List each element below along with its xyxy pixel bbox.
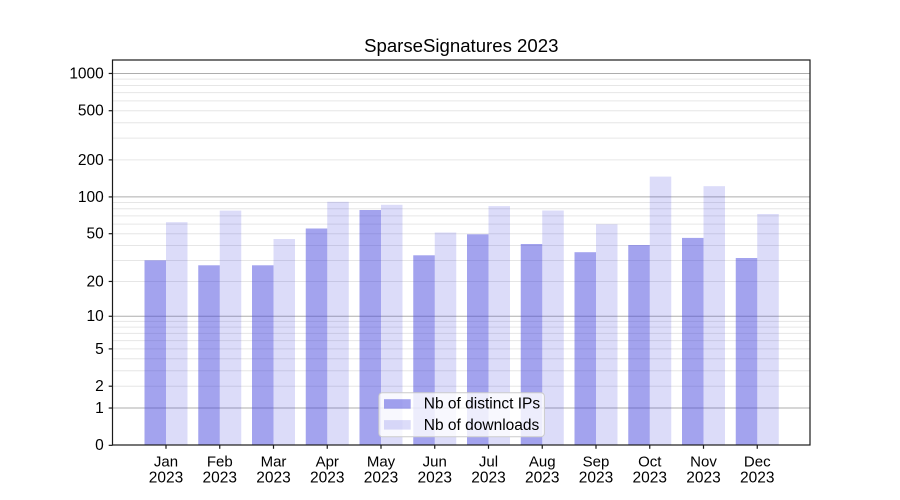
svg-text:20: 20 bbox=[87, 273, 105, 290]
svg-text:Jun: Jun bbox=[423, 454, 447, 471]
svg-text:Aug: Aug bbox=[529, 454, 556, 471]
svg-text:May: May bbox=[367, 454, 396, 471]
svg-text:2023: 2023 bbox=[740, 469, 774, 486]
svg-text:2023: 2023 bbox=[149, 469, 183, 486]
svg-text:Mar: Mar bbox=[261, 454, 287, 471]
svg-text:2023: 2023 bbox=[310, 469, 344, 486]
svg-text:Jul: Jul bbox=[479, 454, 498, 471]
svg-text:10: 10 bbox=[87, 308, 105, 325]
svg-text:2023: 2023 bbox=[633, 469, 667, 486]
svg-text:500: 500 bbox=[78, 103, 104, 120]
svg-text:200: 200 bbox=[78, 152, 104, 169]
svg-text:100: 100 bbox=[78, 189, 104, 206]
svg-text:Feb: Feb bbox=[207, 454, 233, 471]
svg-text:2023: 2023 bbox=[203, 469, 237, 486]
svg-text:50: 50 bbox=[87, 226, 105, 243]
svg-text:2023: 2023 bbox=[525, 469, 559, 486]
svg-text:2: 2 bbox=[95, 378, 104, 395]
svg-text:2023: 2023 bbox=[471, 469, 505, 486]
svg-text:1: 1 bbox=[95, 400, 104, 417]
svg-text:Nb of distinct IPs: Nb of distinct IPs bbox=[424, 396, 541, 413]
svg-text:Nb of downloads: Nb of downloads bbox=[424, 417, 540, 434]
svg-text:Oct: Oct bbox=[638, 454, 662, 471]
svg-text:Sep: Sep bbox=[583, 454, 610, 471]
svg-text:Jan: Jan bbox=[154, 454, 178, 471]
svg-text:5: 5 bbox=[95, 341, 104, 358]
svg-text:2023: 2023 bbox=[686, 469, 720, 486]
svg-text:2023: 2023 bbox=[364, 469, 398, 486]
svg-text:2023: 2023 bbox=[579, 469, 613, 486]
svg-text:Nov: Nov bbox=[690, 454, 717, 471]
svg-text:Apr: Apr bbox=[316, 454, 339, 471]
svg-text:2023: 2023 bbox=[256, 469, 290, 486]
svg-text:Dec: Dec bbox=[744, 454, 771, 471]
svg-text:2023: 2023 bbox=[418, 469, 452, 486]
svg-text:1000: 1000 bbox=[69, 65, 104, 82]
svg-text:SparseSignatures 2023: SparseSignatures 2023 bbox=[364, 35, 558, 56]
svg-text:0: 0 bbox=[95, 437, 104, 454]
